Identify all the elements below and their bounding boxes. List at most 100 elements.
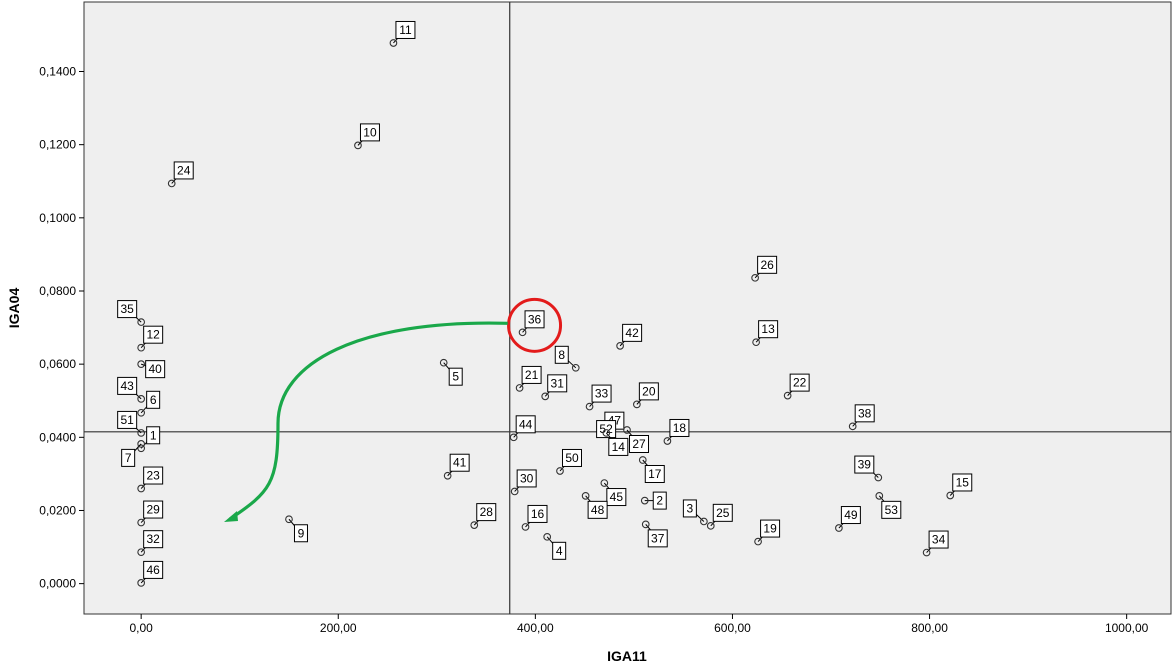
- point-label-box: [840, 506, 861, 525]
- point-label: 10: [363, 125, 377, 139]
- data-point: 43: [117, 376, 146, 403]
- point-label-box: [591, 384, 612, 403]
- y-tick-label: 0,0800: [39, 284, 76, 298]
- point-marker: [602, 429, 611, 437]
- point-label: 17: [648, 467, 662, 481]
- point-label: 37: [651, 531, 665, 545]
- point-label-box: [952, 473, 973, 492]
- point-marker: [752, 338, 760, 347]
- y-tick-label: 0,1000: [39, 211, 76, 225]
- point-marker: [875, 491, 884, 500]
- data-point: 50: [556, 448, 582, 475]
- point-label: 36: [528, 312, 542, 326]
- data-point: 26: [751, 255, 778, 282]
- point-label-box: [516, 469, 537, 488]
- point-label: 31: [551, 376, 565, 390]
- data-point: 9: [285, 515, 308, 543]
- data-point: 5: [439, 358, 463, 386]
- point-label: 28: [480, 505, 494, 519]
- data-point: 36: [518, 310, 545, 337]
- point-marker: [946, 491, 955, 500]
- x-tick-label: 0,00: [129, 621, 153, 635]
- data-point: 4: [543, 532, 567, 560]
- point-label: 6: [150, 393, 157, 407]
- point-label: 44: [519, 417, 533, 431]
- data-point: 41: [443, 453, 470, 480]
- x-tick-label: 800,00: [911, 621, 948, 635]
- data-point: 38: [848, 404, 875, 431]
- point-marker: [137, 548, 146, 557]
- point-label-box: [647, 529, 668, 548]
- point-label: 19: [763, 522, 777, 536]
- data-point: 44: [509, 415, 536, 442]
- point-marker: [137, 444, 146, 453]
- plot-background: [83, 1, 1172, 615]
- data-point: 19: [754, 519, 781, 546]
- point-marker: [835, 524, 843, 532]
- green-arrow-curve: [229, 321, 508, 521]
- data-point: 53: [875, 491, 902, 519]
- point-label-box: [395, 20, 416, 39]
- point-marker: [706, 521, 715, 530]
- data-point: 24: [167, 161, 194, 188]
- point-marker: [285, 515, 293, 524]
- y-axis: 0,0000 0,0200 0,0400 0,0600 0,0800 0,1000 0,12…: [39, 65, 84, 591]
- point-label: 16: [531, 507, 545, 521]
- point-marker: [137, 518, 146, 527]
- point-label-box: [669, 418, 690, 437]
- point-label-box: [143, 530, 164, 549]
- point-label: 24: [177, 163, 191, 177]
- data-point: 42: [616, 323, 643, 350]
- point-label-box: [547, 374, 568, 393]
- x-tick-label: 600,00: [714, 621, 751, 635]
- point-label-box: [854, 404, 875, 423]
- point-label-box: [145, 360, 166, 379]
- point-marker: [443, 471, 452, 480]
- point-label-box: [606, 488, 627, 507]
- point-label-box: [117, 376, 138, 395]
- point-marker: [754, 537, 762, 546]
- point-marker: [623, 426, 631, 434]
- point-label-box: [359, 123, 380, 142]
- point-label-box: [758, 320, 779, 339]
- point-label-box: [644, 464, 665, 483]
- point-label: 52: [599, 422, 613, 436]
- point-label: 43: [120, 379, 134, 393]
- point-label: 33: [595, 387, 609, 401]
- data-point: 18: [663, 418, 690, 445]
- data-point: 37: [641, 520, 668, 548]
- point-marker: [439, 358, 448, 367]
- y-tick-label: 0,0200: [39, 503, 76, 517]
- point-label-box: [760, 519, 781, 538]
- point-label: 18: [673, 421, 687, 435]
- point-marker: [354, 141, 362, 150]
- x-tick-label: 200,00: [320, 621, 357, 635]
- point-label: 4: [556, 544, 563, 558]
- y-tick-label: 0,0000: [39, 577, 76, 591]
- data-point: 33: [585, 384, 612, 411]
- point-marker: [137, 408, 146, 417]
- data-point: 21: [515, 365, 542, 392]
- point-marker: [874, 473, 883, 482]
- y-tick-label: 0,1400: [39, 65, 76, 79]
- point-label-box: [712, 503, 733, 522]
- x-axis: 0,00 200,00 400,00 600,00 800,00 1000,00: [129, 614, 1149, 635]
- data-point: 45: [600, 479, 627, 507]
- data-point: 31: [541, 374, 568, 401]
- data-point: 35: [117, 300, 146, 326]
- annotations: [224, 297, 563, 522]
- point-label-box: [622, 323, 643, 342]
- point-label: 32: [146, 532, 160, 546]
- point-marker: [518, 328, 527, 337]
- data-point: 20: [633, 382, 659, 409]
- point-label-box: [789, 373, 810, 392]
- point-marker: [137, 429, 146, 437]
- point-label-box: [682, 499, 697, 518]
- point-label: 21: [525, 368, 539, 382]
- data-point: 11: [389, 20, 416, 47]
- data-point: 46: [137, 560, 164, 587]
- point-label: 15: [956, 475, 970, 489]
- point-label-box: [146, 390, 161, 409]
- point-marker: [848, 422, 857, 431]
